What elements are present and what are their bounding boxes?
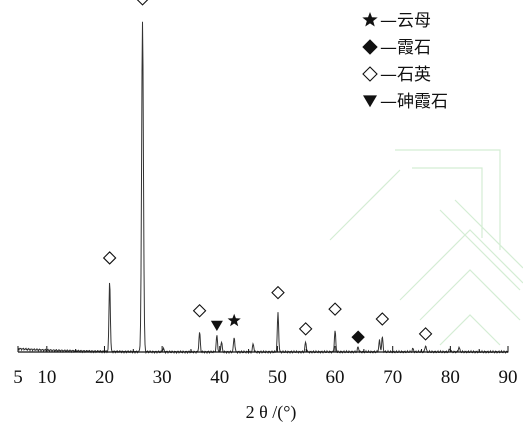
peak-marker-diamond-open-0 — [102, 251, 117, 265]
peak-marker-diamond-open-6 — [298, 322, 313, 336]
xrd-pattern-line — [17, 21, 509, 355]
watermark-line-0 — [395, 149, 501, 250]
x-axis-label: 2 θ /(°) — [246, 402, 297, 423]
x-tick-label-60: 60 — [326, 367, 345, 388]
legend-label-3: —砷霞石 — [380, 92, 448, 112]
legend-label-0: —云母 — [380, 11, 431, 31]
legend-marker-triangle-down-filled — [363, 95, 377, 108]
watermark-line-6 — [439, 314, 501, 346]
x-tick-label-80: 80 — [441, 367, 460, 388]
peak-marker-star-filled-4 — [227, 313, 241, 327]
peak-marker-diamond-open-5 — [271, 285, 285, 300]
x-tick-label-90: 90 — [499, 367, 518, 388]
watermark-line-1 — [412, 167, 483, 238]
watermark-line-3 — [454, 199, 523, 269]
peak-marker-diamond-open-9 — [375, 312, 390, 326]
watermark-line-7 — [329, 169, 401, 241]
x-tick-label-40: 40 — [210, 367, 229, 388]
peak-marker-diamond-open-10 — [418, 327, 433, 341]
peak-markers — [102, 0, 433, 344]
peak-marker-diamond-open-1 — [136, 0, 149, 6]
watermark-line-2 — [439, 209, 521, 291]
legend-marker-diamond-open — [362, 66, 378, 82]
watermark-line-4 — [399, 229, 523, 301]
x-tick-label-50: 50 — [268, 367, 287, 388]
x-tick-label-30: 30 — [153, 367, 172, 388]
peak-marker-diamond-filled-8 — [351, 330, 365, 344]
x-tick-label-20: 20 — [95, 367, 114, 388]
legend-label-1: —霞石 — [380, 38, 431, 58]
peak-marker-triangle-down-filled-3 — [210, 320, 223, 331]
peak-marker-diamond-open-2 — [192, 303, 207, 318]
legend-marker-diamond-filled — [362, 39, 378, 55]
peak-marker-diamond-open-7 — [328, 302, 342, 316]
watermark-line-5 — [419, 269, 521, 321]
x-tick-label-5: 5 — [13, 367, 23, 388]
x-tick-label-70: 70 — [383, 367, 402, 388]
legend-marker-star-filled — [362, 11, 378, 27]
legend: —云母 —霞石 —石英 —砷霞石 — [362, 11, 448, 112]
x-tick-label-10: 10 — [37, 367, 56, 388]
x-axis: 5 10 20 30 40 50 60 70 80 90 — [13, 346, 518, 388]
watermark-pattern — [329, 149, 523, 346]
legend-label-2: —石英 — [380, 65, 431, 85]
plot-area — [17, 21, 509, 355]
